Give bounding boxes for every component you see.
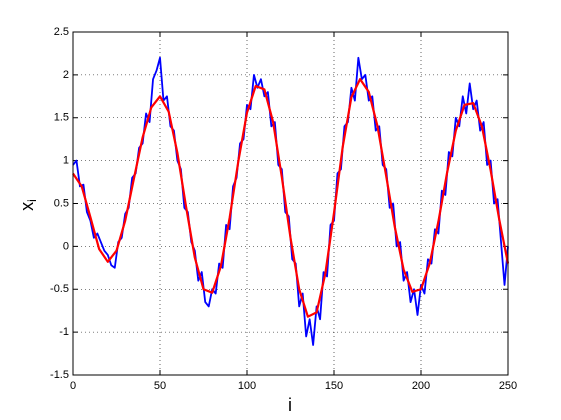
y-tick-label: 1 <box>63 155 69 167</box>
y-tick-label: 1.5 <box>54 112 69 124</box>
y-axis-label: xi <box>17 199 39 211</box>
x-tick-label: 100 <box>238 380 256 392</box>
y-axis-label-subscript: i <box>25 199 39 202</box>
y-tick-label: -1.5 <box>50 369 69 381</box>
x-axis-label: i <box>288 395 292 415</box>
plot-frame <box>72 31 509 376</box>
x-tick-label: 150 <box>325 380 343 392</box>
y-tick-label: 2 <box>63 69 69 81</box>
y-tick-label: -1 <box>59 326 69 338</box>
series-line <box>72 78 510 318</box>
x-tick-label: 50 <box>154 380 166 392</box>
x-tick-label: 250 <box>499 380 517 392</box>
y-axis-label-base: x <box>17 202 37 211</box>
y-tick-label: 0.5 <box>54 197 69 209</box>
y-tick-label: -0.5 <box>50 283 69 295</box>
y-tick-label: 0 <box>63 240 69 252</box>
x-tick-label: 200 <box>412 380 430 392</box>
y-tick-label: 2.5 <box>54 26 69 38</box>
x-tick-label: 0 <box>70 380 76 392</box>
